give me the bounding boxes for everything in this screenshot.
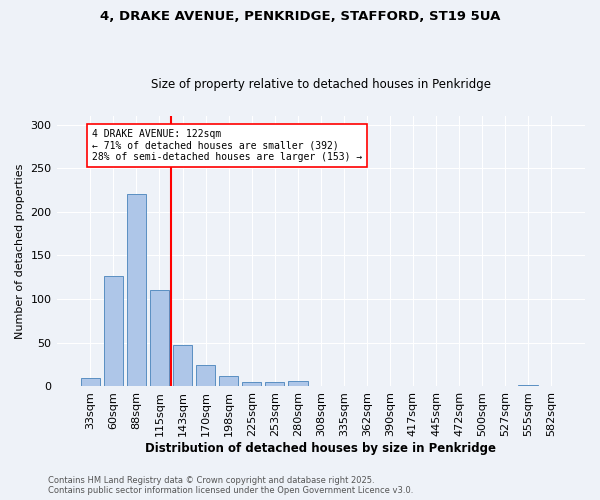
Bar bbox=[288, 381, 308, 386]
Title: Size of property relative to detached houses in Penkridge: Size of property relative to detached ho… bbox=[151, 78, 491, 91]
Text: Contains HM Land Registry data © Crown copyright and database right 2025.
Contai: Contains HM Land Registry data © Crown c… bbox=[48, 476, 413, 495]
Bar bbox=[127, 194, 146, 386]
Bar bbox=[173, 344, 193, 387]
Bar bbox=[265, 382, 284, 386]
Bar bbox=[196, 364, 215, 386]
Bar bbox=[149, 290, 169, 386]
Y-axis label: Number of detached properties: Number of detached properties bbox=[15, 164, 25, 339]
X-axis label: Distribution of detached houses by size in Penkridge: Distribution of detached houses by size … bbox=[145, 442, 496, 455]
Text: 4 DRAKE AVENUE: 122sqm
← 71% of detached houses are smaller (392)
28% of semi-de: 4 DRAKE AVENUE: 122sqm ← 71% of detached… bbox=[92, 129, 362, 162]
Bar bbox=[518, 384, 538, 386]
Text: 4, DRAKE AVENUE, PENKRIDGE, STAFFORD, ST19 5UA: 4, DRAKE AVENUE, PENKRIDGE, STAFFORD, ST… bbox=[100, 10, 500, 23]
Bar bbox=[80, 378, 100, 386]
Bar bbox=[219, 376, 238, 386]
Bar bbox=[104, 276, 123, 386]
Bar bbox=[242, 382, 262, 386]
